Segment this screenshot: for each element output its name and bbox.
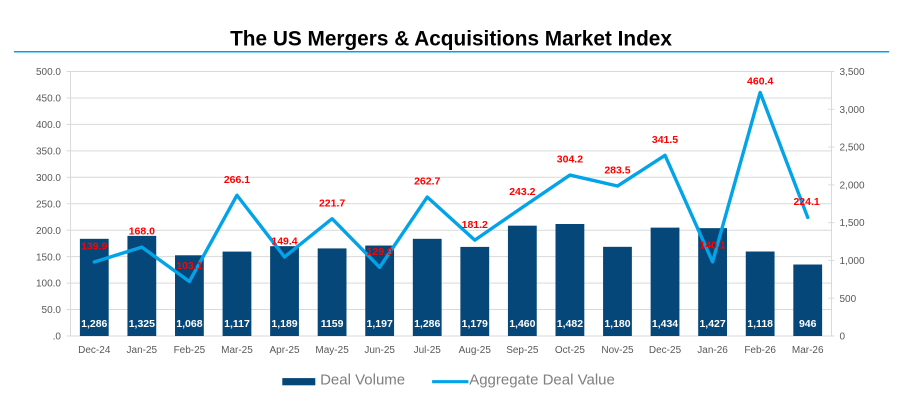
svg-text:Dec-24: Dec-24 [78, 345, 111, 356]
svg-text:Nov-25: Nov-25 [601, 345, 634, 356]
svg-text:.0: .0 [53, 332, 62, 343]
svg-text:Mar-25: Mar-25 [221, 345, 253, 356]
svg-text:946: 946 [799, 318, 817, 330]
svg-text:1,068: 1,068 [176, 318, 202, 330]
svg-text:450.0: 450.0 [36, 94, 61, 105]
svg-text:3,000: 3,000 [840, 105, 865, 116]
svg-text:1,482: 1,482 [557, 318, 583, 330]
svg-text:1,117: 1,117 [224, 318, 250, 330]
svg-text:262.7: 262.7 [414, 176, 440, 188]
svg-text:1,500: 1,500 [840, 218, 865, 229]
svg-text:200.0: 200.0 [36, 226, 61, 237]
svg-text:224.1: 224.1 [793, 196, 819, 208]
svg-text:1,197: 1,197 [367, 318, 393, 330]
svg-text:221.7: 221.7 [319, 197, 345, 209]
svg-text:Feb-26: Feb-26 [744, 345, 776, 356]
svg-text:Jun-25: Jun-25 [364, 345, 395, 356]
svg-text:1,286: 1,286 [81, 318, 107, 330]
svg-text:Sep-25: Sep-25 [506, 345, 539, 356]
svg-text:1,286: 1,286 [414, 318, 440, 330]
svg-text:150.0: 150.0 [36, 252, 61, 263]
svg-text:2,500: 2,500 [840, 143, 865, 154]
svg-text:Apr-25: Apr-25 [270, 345, 300, 356]
svg-text:Feb-25: Feb-25 [174, 345, 206, 356]
svg-text:1159: 1159 [321, 318, 344, 330]
svg-text:Jan-25: Jan-25 [127, 345, 158, 356]
svg-text:1,180: 1,180 [604, 318, 630, 330]
svg-text:103.1: 103.1 [176, 260, 202, 272]
svg-text:250.0: 250.0 [36, 199, 61, 210]
svg-text:1,460: 1,460 [509, 318, 535, 330]
svg-text:304.2: 304.2 [557, 154, 583, 166]
svg-text:0: 0 [840, 332, 846, 343]
svg-text:149.4: 149.4 [271, 236, 297, 248]
svg-text:1,427: 1,427 [699, 318, 725, 330]
svg-text:Jul-25: Jul-25 [414, 345, 442, 356]
svg-text:400.0: 400.0 [36, 120, 61, 131]
svg-text:283.5: 283.5 [604, 165, 630, 177]
svg-text:341.5: 341.5 [652, 134, 678, 146]
svg-text:1,118: 1,118 [747, 318, 773, 330]
svg-text:1,179: 1,179 [462, 318, 488, 330]
svg-text:50.0: 50.0 [42, 305, 62, 316]
svg-text:1,325: 1,325 [129, 318, 155, 330]
svg-text:1,189: 1,189 [271, 318, 297, 330]
svg-text:500.0: 500.0 [36, 67, 61, 78]
svg-text:243.2: 243.2 [509, 186, 535, 198]
svg-text:Jan-26: Jan-26 [697, 345, 728, 356]
svg-text:129.9: 129.9 [367, 246, 393, 258]
svg-text:Aug-25: Aug-25 [459, 345, 492, 356]
svg-text:100.0: 100.0 [36, 279, 61, 290]
svg-text:300.0: 300.0 [36, 173, 61, 184]
svg-text:May-25: May-25 [315, 345, 349, 356]
svg-text:Deal Volume: Deal Volume [320, 372, 405, 389]
svg-text:1,000: 1,000 [840, 256, 865, 267]
svg-text:500: 500 [840, 294, 857, 305]
svg-text:460.4: 460.4 [747, 76, 773, 88]
svg-text:Mar-26: Mar-26 [792, 345, 824, 356]
svg-text:140.1: 140.1 [699, 240, 725, 252]
svg-text:139.9: 139.9 [81, 241, 107, 253]
svg-text:266.1: 266.1 [224, 174, 250, 186]
svg-text:2,000: 2,000 [840, 180, 865, 191]
svg-text:Aggregate Deal Value: Aggregate Deal Value [469, 372, 615, 389]
svg-text:3,500: 3,500 [840, 67, 865, 78]
svg-text:The US Mergers & Acquisitions: The US Mergers & Acquisitions Market Ind… [230, 28, 672, 51]
svg-text:Dec-25: Dec-25 [649, 345, 682, 356]
svg-text:Oct-25: Oct-25 [555, 345, 585, 356]
svg-text:181.2: 181.2 [462, 219, 488, 231]
svg-text:350.0: 350.0 [36, 146, 61, 157]
svg-text:1,434: 1,434 [652, 318, 678, 330]
svg-text:168.0: 168.0 [129, 226, 155, 238]
